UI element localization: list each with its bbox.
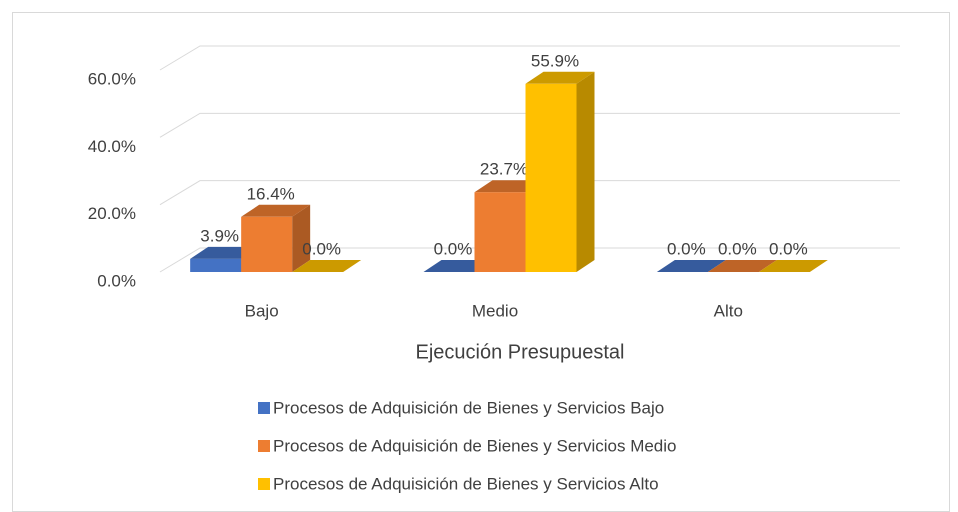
data-label: 23.7%: [480, 160, 528, 179]
bar-top: [758, 260, 828, 272]
bar: [292, 260, 362, 272]
x-tick-label: Alto: [714, 301, 743, 320]
data-label: 0.0%: [769, 239, 808, 258]
grid-line: [159, 45, 900, 71]
bar-top: [656, 260, 726, 272]
legend-swatch: [258, 402, 270, 414]
bar-top: [707, 260, 777, 272]
bar-side: [292, 204, 311, 272]
bar-front: [525, 83, 577, 272]
bar: [525, 71, 595, 272]
legend-label: Procesos de Adquisición de Bienes y Serv…: [273, 474, 659, 493]
legend-swatch: [258, 440, 270, 452]
data-label: 0.0%: [718, 239, 757, 258]
bar: [758, 260, 828, 272]
bar-front: [241, 216, 293, 272]
bar-top: [241, 204, 311, 217]
grid-line: [159, 247, 900, 273]
legend-label: Procesos de Adquisición de Bienes y Serv…: [273, 398, 664, 417]
x-tick-label: Medio: [472, 301, 518, 320]
data-label: 16.4%: [247, 184, 295, 203]
bar-side: [576, 71, 595, 272]
bar-top: [525, 71, 595, 84]
y-tick-label: 0.0%: [97, 271, 136, 290]
y-tick-label: 40.0%: [88, 137, 136, 156]
x-axis-title: Ejecución Presupuestal: [415, 341, 624, 363]
y-tick-label: 20.0%: [88, 204, 136, 223]
bar-front: [474, 192, 526, 272]
grid-line: [159, 180, 900, 206]
grid-line: [159, 112, 900, 138]
data-label: 0.0%: [667, 239, 706, 258]
bar-top: [292, 260, 362, 272]
data-label: 0.0%: [434, 239, 473, 258]
data-label: 0.0%: [302, 239, 341, 258]
bar-front: [190, 258, 242, 272]
legend-swatch: [258, 478, 270, 490]
bar: [707, 260, 777, 272]
bar: [656, 260, 726, 272]
bar: [241, 204, 311, 272]
y-tick-label: 60.0%: [88, 69, 136, 88]
x-tick-label: Bajo: [245, 301, 279, 320]
legend-label: Procesos de Adquisición de Bienes y Serv…: [273, 436, 677, 455]
data-label: 55.9%: [531, 51, 579, 70]
data-label: 3.9%: [200, 226, 239, 245]
